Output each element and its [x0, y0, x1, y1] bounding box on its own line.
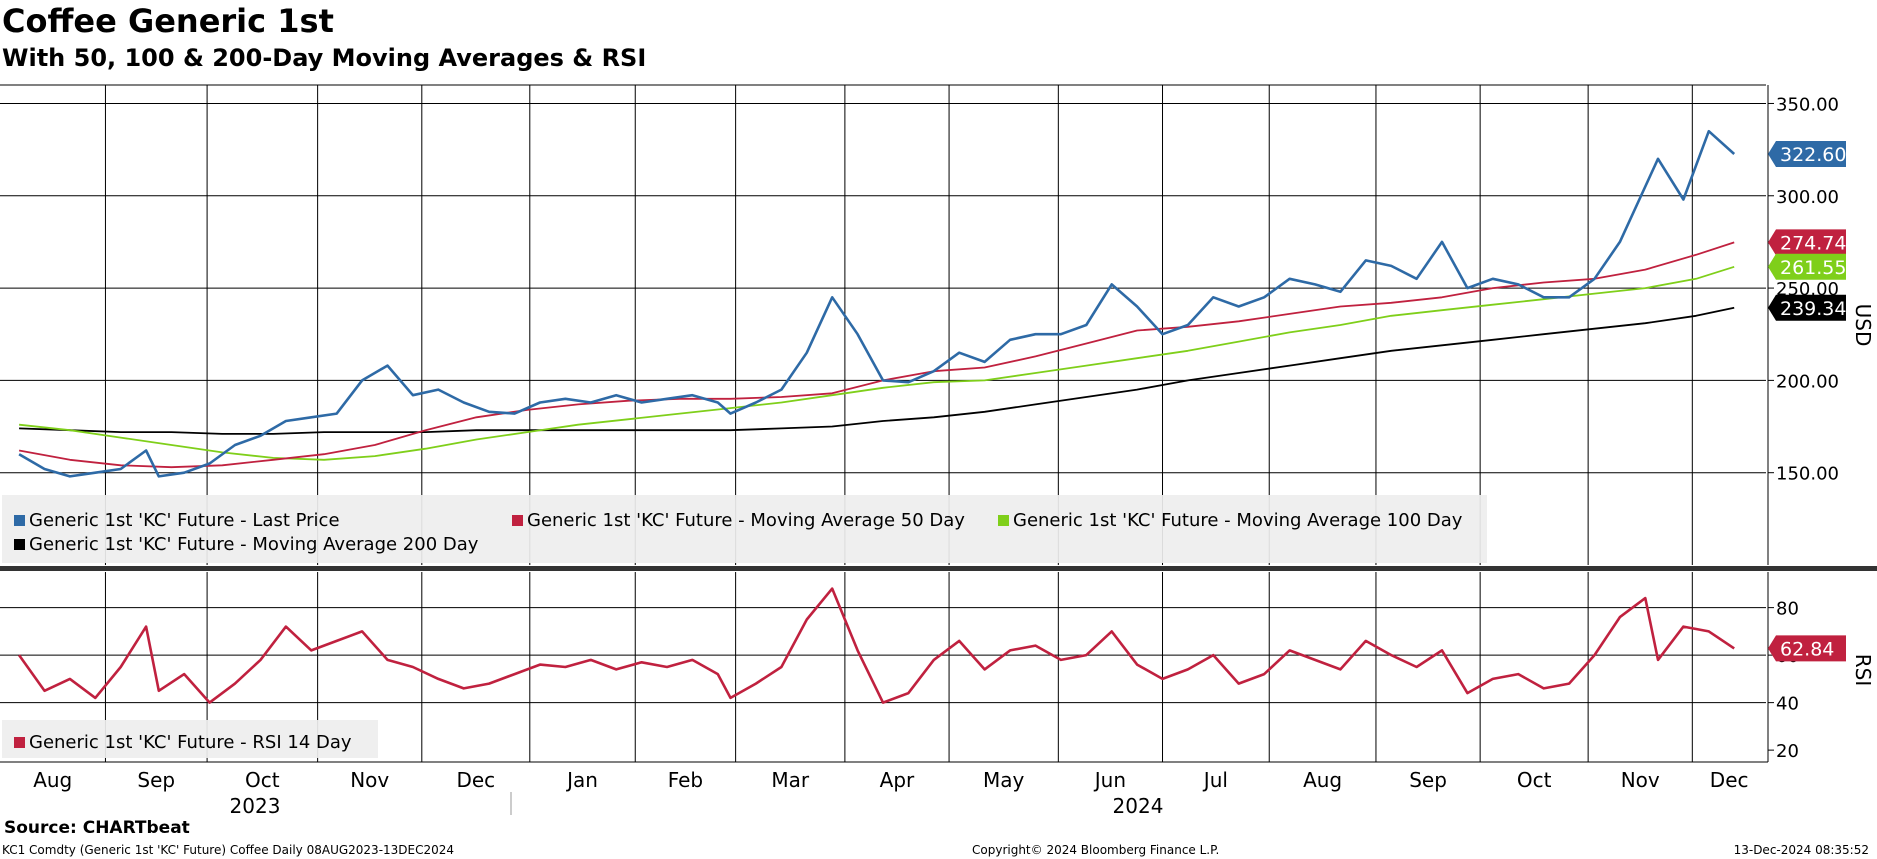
legend-rsi-label: Generic 1st 'KC' Future - RSI 14 Day [29, 732, 352, 753]
chart-subtitle: With 50, 100 & 200-Day Moving Averages &… [2, 44, 647, 72]
x-month-label: Mar [771, 768, 810, 792]
price-tick-label: 300.00 [1776, 187, 1839, 208]
x-month-label: Apr [880, 768, 915, 792]
chart-title: Coffee Generic 1st [2, 2, 334, 40]
ma100-tag-bg [1768, 253, 1846, 280]
x-axis: Aug Sep Oct Nov Dec Jan Feb Mar Apr May Jun Jul Aug S… [33, 768, 1748, 818]
legend-ma200: Generic 1st 'KC' Future - Moving Average… [14, 534, 479, 555]
ma200-tag-text: 239.34 [1780, 298, 1846, 320]
rsi-tag-text: 62.84 [1780, 638, 1834, 660]
legend-ma200-swatch [14, 539, 25, 550]
x-month-label: Oct [245, 768, 280, 792]
source-note: Source: CHARTbeat [4, 818, 190, 838]
rsi-tag: 62.84 [1768, 635, 1846, 662]
ma50-tag: 274.74 [1768, 229, 1846, 256]
last-price-tag-text: 322.60 [1780, 144, 1846, 166]
timestamp: 13-Dec-2024 08:35:52 [1733, 843, 1869, 857]
last-price-tag-bg [1768, 141, 1846, 168]
legend-last-price-label: Generic 1st 'KC' Future - Last Price [29, 510, 340, 531]
legend-last-price: Generic 1st 'KC' Future - Last Price [14, 510, 340, 531]
x-month-label: Jan [565, 768, 598, 792]
x-month-label: Feb [668, 768, 703, 792]
x-month-label: Jul [1202, 768, 1228, 792]
legend-ma50: Generic 1st 'KC' Future - Moving Average… [512, 510, 965, 531]
ma50-tag-text: 274.74 [1780, 232, 1846, 254]
price-legend-bg [2, 495, 1487, 563]
rsi-tick-label: 40 [1776, 694, 1799, 715]
rsi-tick-label: 80 [1776, 599, 1799, 620]
legend-ma100: Generic 1st 'KC' Future - Moving Average… [998, 510, 1463, 531]
ticker-line: KC1 Comdty (Generic 1st 'KC' Future) Cof… [2, 843, 455, 857]
x-year-label-2023: 2023 [230, 794, 281, 818]
x-month-label: Nov [1621, 768, 1660, 792]
x-month-label: Aug [33, 768, 72, 792]
legend-rsi: Generic 1st 'KC' Future - RSI 14 Day [14, 732, 352, 753]
ma50-tag-bg [1768, 229, 1846, 256]
x-month-label: May [983, 768, 1025, 792]
ma200-tag-bg [1768, 294, 1846, 321]
price-tick-label: 200.00 [1776, 371, 1839, 392]
legend-ma50-label: Generic 1st 'KC' Future - Moving Average… [527, 510, 965, 531]
rsi-axis-label: RSI [1851, 654, 1875, 687]
panel-separator [0, 566, 1877, 571]
price-panel: 350.00300.00250.00200.00150.00USD322.602… [0, 84, 1877, 571]
rsi-tag-bg [1768, 635, 1846, 662]
series-last-price-line [18, 129, 1736, 478]
last-price-tag: 322.60 [1768, 141, 1846, 168]
x-month-label: Oct [1517, 768, 1552, 792]
x-month-label: Sep [1409, 768, 1447, 792]
x-month-label: Jun [1093, 768, 1126, 792]
series-ma100-line [19, 265, 1735, 461]
price-axis-label: USD [1851, 304, 1875, 347]
series-ma200-line [19, 306, 1735, 435]
series-rsi-line [18, 587, 1735, 704]
x-month-label: Aug [1303, 768, 1342, 792]
legend-rsi-swatch [14, 737, 25, 748]
legend-ma100-swatch [998, 515, 1009, 526]
rsi-tick-label: 20 [1776, 741, 1799, 762]
legend-ma200-label: Generic 1st 'KC' Future - Moving Average… [29, 534, 479, 555]
rsi-legend-bg [2, 720, 378, 758]
x-month-label: Dec [1710, 768, 1749, 792]
x-month-label: Nov [350, 768, 389, 792]
copyright-note: Copyright© 2024 Bloomberg Finance L.P. [972, 843, 1220, 857]
ma100-tag: 261.55 [1768, 253, 1846, 280]
ma200-tag: 239.34 [1768, 294, 1846, 321]
price-tick-label: 350.00 [1776, 94, 1839, 115]
x-month-label: Dec [456, 768, 495, 792]
x-month-label: Sep [137, 768, 175, 792]
legend-ma50-swatch [512, 515, 523, 526]
legend-last-price-swatch [14, 515, 25, 526]
ma100-tag-text: 261.55 [1780, 257, 1846, 279]
x-year-label-2024: 2024 [1113, 794, 1164, 818]
legend-ma100-label: Generic 1st 'KC' Future - Moving Average… [1013, 510, 1463, 531]
price-tick-label: 150.00 [1776, 464, 1839, 485]
